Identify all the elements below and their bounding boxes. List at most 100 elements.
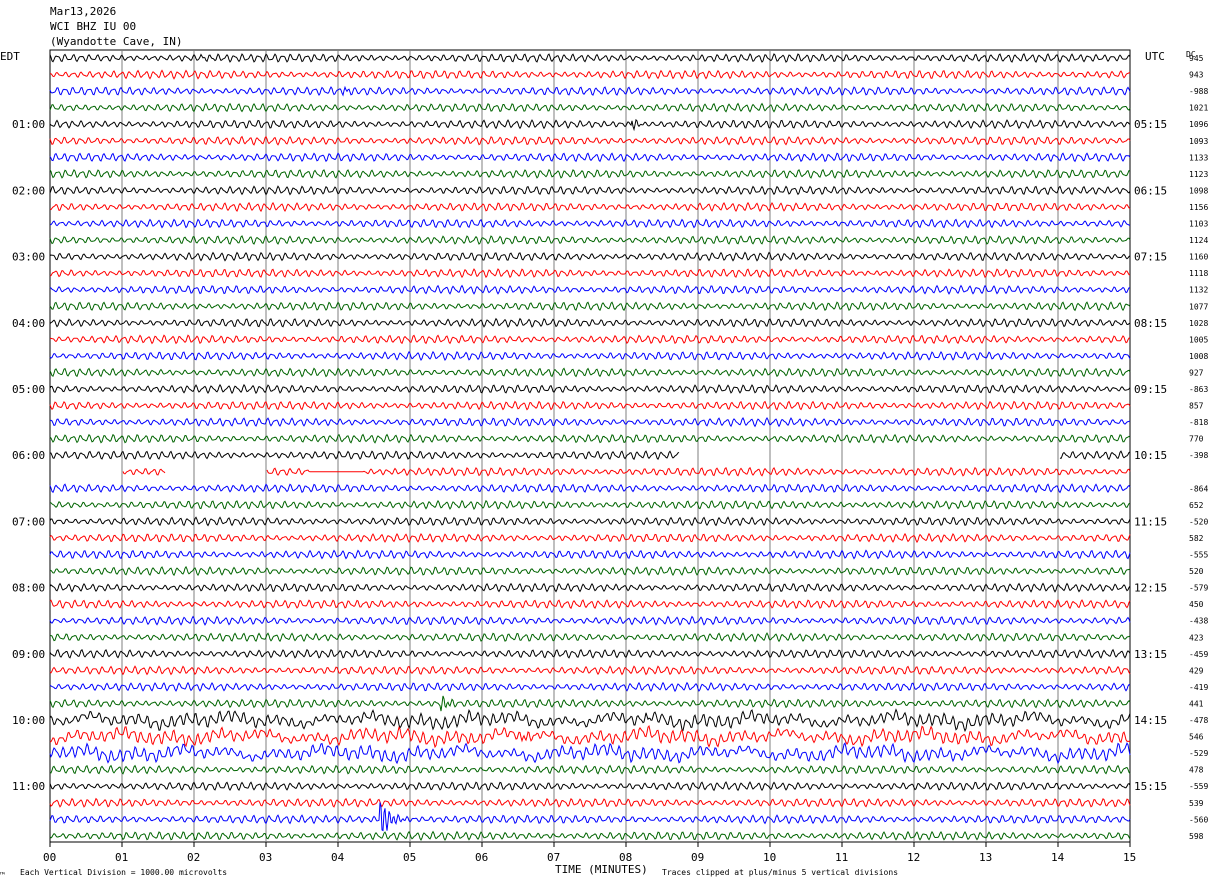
right-hour-label: 15:15 <box>1134 780 1167 793</box>
dc-header-label: DC <box>1186 50 1196 59</box>
dc-offset-label: 1124 <box>1189 236 1208 245</box>
dc-offset-label: 539 <box>1189 799 1204 808</box>
dc-offset-label: 423 <box>1189 633 1204 642</box>
trace-line <box>49 483 1131 494</box>
dc-offset-label: 1118 <box>1189 269 1208 278</box>
dc-offset-label: 520 <box>1189 567 1204 576</box>
dc-offset-label: 598 <box>1189 832 1204 841</box>
dc-offset-label: -529 <box>1189 749 1208 758</box>
dc-offset-label: 1160 <box>1189 253 1208 262</box>
trace-line <box>49 284 1131 295</box>
x-tick-label: 13 <box>979 851 992 864</box>
dc-offset-label: -818 <box>1189 418 1208 427</box>
trace-line <box>49 400 1131 411</box>
trace-line <box>49 334 1131 345</box>
trace-line <box>49 632 1131 643</box>
dc-offset-label: -419 <box>1189 683 1208 692</box>
dc-offset-label: -864 <box>1189 484 1208 493</box>
x-tick-label: 06 <box>475 851 488 864</box>
trace-line <box>49 417 1131 428</box>
dc-offset-label: 450 <box>1189 600 1204 609</box>
station-label: WCI BHZ IU 00 <box>50 20 136 33</box>
x-tick-label: 00 <box>43 851 56 864</box>
dc-offset-label: 582 <box>1189 534 1204 543</box>
right-hour-label: 08:15 <box>1134 317 1167 330</box>
dc-offset-label: 857 <box>1189 402 1204 411</box>
dc-offset-label: -398 <box>1189 451 1208 460</box>
x-tick-label: 01 <box>115 851 128 864</box>
trace-line <box>49 830 1131 842</box>
trace-line <box>49 433 1131 444</box>
trace-line <box>49 615 1131 626</box>
left-hour-label: 06:00 <box>12 449 45 462</box>
trace-line <box>49 599 1131 610</box>
trace-line <box>49 742 1131 765</box>
right-hour-label: 12:15 <box>1134 582 1167 595</box>
dc-offset-label: 927 <box>1189 368 1204 377</box>
trace-line <box>49 802 1131 832</box>
axis-labels: 00 01 02 03 04 05 06 07 08 09 10 11 12 13 14 15 01:00 02:… <box>12 54 1208 864</box>
dc-offset-label: -555 <box>1189 551 1208 560</box>
left-hour-label: 04:00 <box>12 317 45 330</box>
trace-lines <box>49 52 1131 842</box>
x-tick-label: 08 <box>619 851 632 864</box>
trace-line <box>49 268 1131 279</box>
trace-line <box>49 152 1131 163</box>
x-tick-label: 11 <box>835 851 848 864</box>
trace-line <box>49 235 1131 245</box>
x-tick-label: 05 <box>403 851 416 864</box>
trace-line <box>49 725 1131 749</box>
clip-note: Traces clipped at plus/minus 5 vertical … <box>662 868 898 877</box>
trace-line <box>49 565 1131 577</box>
right-hour-label: 13:15 <box>1134 648 1167 661</box>
dc-offset-label: -863 <box>1189 385 1208 394</box>
right-hour-label: 05:15 <box>1134 118 1167 131</box>
x-tick-label: 14 <box>1051 851 1065 864</box>
right-hour-label: 06:15 <box>1134 184 1167 197</box>
trace-line <box>122 466 1131 477</box>
trace-line <box>49 383 1131 395</box>
dc-offset-label: 429 <box>1189 666 1204 675</box>
right-timezone-label: UTC <box>1145 50 1165 63</box>
dc-offset-label: 1021 <box>1189 104 1208 113</box>
trace-line <box>49 450 1131 461</box>
left-hour-label: 09:00 <box>12 648 45 661</box>
left-hour-label: 02:00 <box>12 184 45 197</box>
x-tick-label: 10 <box>763 851 776 864</box>
dc-offset-label: 1096 <box>1189 120 1208 129</box>
dc-offset-label: -988 <box>1189 87 1208 96</box>
trace-line <box>49 532 1131 544</box>
left-hour-label: 08:00 <box>12 582 45 595</box>
trace-line <box>49 69 1131 80</box>
trace-line <box>49 781 1131 792</box>
trace-line <box>49 516 1131 527</box>
trace-line <box>49 118 1131 132</box>
x-tick-label: 02 <box>187 851 200 864</box>
x-tick-label: 03 <box>259 851 272 864</box>
trace-line <box>50 218 1131 229</box>
trace-line <box>49 367 1131 378</box>
left-timezone-label: EDT <box>0 50 20 63</box>
x-tick-label: 15 <box>1123 851 1136 864</box>
trace-line <box>49 102 1131 113</box>
dc-offset-label: 943 <box>1189 71 1204 80</box>
trace-line <box>49 764 1131 775</box>
x-tick-label: 09 <box>691 851 704 864</box>
dc-offset-label: 1028 <box>1189 319 1208 328</box>
trace-line <box>49 549 1131 560</box>
trace-line <box>49 499 1131 510</box>
trace-line <box>49 52 1131 64</box>
location-label: (Wyandotte Cave, IN) <box>50 35 182 48</box>
time-grid <box>49 49 1131 843</box>
trace-line <box>49 185 1131 196</box>
right-hour-label: 09:15 <box>1134 383 1167 396</box>
left-hour-label: 11:00 <box>12 780 45 793</box>
dc-offset-label: 770 <box>1189 435 1204 444</box>
dc-offset-label: 1098 <box>1189 186 1208 195</box>
scale-note: Each Vertical Division = 1000.00 microvo… <box>20 868 227 877</box>
dc-offset-label: 1008 <box>1189 352 1208 361</box>
right-hour-label: 10:15 <box>1134 449 1167 462</box>
trace-line <box>49 695 1131 712</box>
trace-line <box>49 201 1131 213</box>
